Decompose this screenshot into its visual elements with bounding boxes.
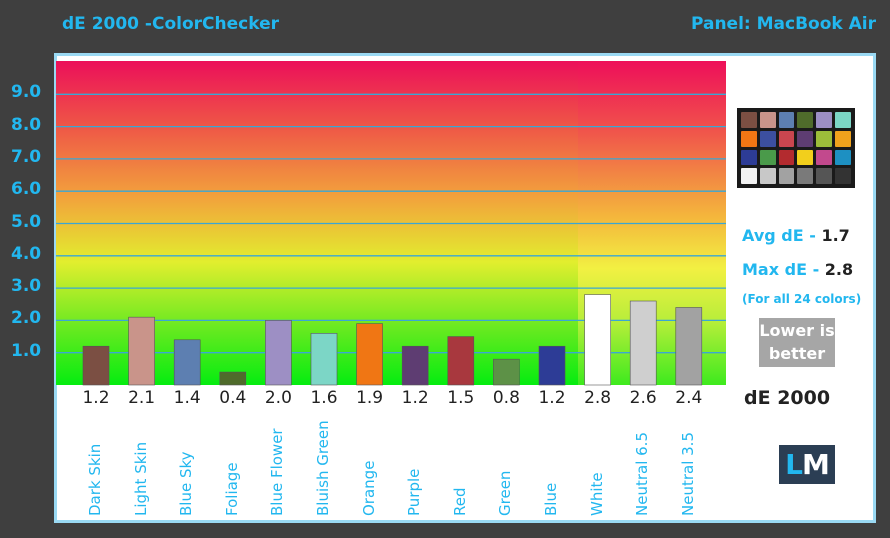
checker-swatch [741,168,757,184]
category-label: Light Skin [131,441,150,516]
category-label: Blue [542,482,560,516]
max-de-value: 2.8 [824,260,854,279]
checker-swatch [816,112,833,128]
panel-label: Panel: MacBook Air [690,14,876,34]
category-label: Foliage [222,462,241,516]
bar [265,320,292,386]
category-label: Green [496,470,515,516]
checker-swatch [797,112,814,128]
value-label: 1.2 [401,388,429,408]
colorchecker-icon [737,108,855,188]
checker-swatch [797,149,814,166]
checker-swatch [778,168,795,184]
y-tick-label: 3.0 [11,276,42,297]
bar [401,345,429,386]
max-de-label: Max dE - [742,260,820,279]
avg-de-value: 1.7 [821,226,850,245]
category-label: Bluish Green [314,420,332,516]
checker-swatch [759,149,776,166]
lower-line-2: better [768,344,826,363]
category-label: Neutral 3.5 [678,432,697,516]
value-label: 2.8 [584,388,612,408]
bar [538,345,566,386]
lower-is-better-badge: Lower is better [759,318,835,367]
bar [629,300,657,386]
checker-swatch [778,149,795,166]
value-label: 2.6 [629,388,657,408]
bar [675,307,703,386]
category-label: Neutral 6.5 [633,432,652,516]
checker-swatch [741,112,757,128]
bar [219,371,247,386]
value-label: 2.4 [675,388,703,408]
category-label: Dark Skin [86,443,104,516]
bar [356,323,383,386]
checker-swatch [797,168,814,184]
checker-swatch [741,130,757,147]
checker-swatch [816,149,833,166]
y-tick-label: 1.0 [11,340,42,361]
value-label: 1.9 [356,388,384,408]
bar [493,358,520,386]
category-label: Orange [359,460,378,516]
checker-swatch [759,112,776,128]
max-de-stat: Max dE - 2.8 [742,260,853,279]
bar [173,339,201,386]
avg-de-stat: Avg dE - 1.7 [742,226,850,245]
metric-label: dE 2000 [744,387,831,409]
bar [584,294,611,386]
y-tick-label: 5.0 [11,211,42,232]
y-tick-label: 9.0 [11,82,42,103]
value-label: 0.4 [219,388,247,408]
value-label: 1.2 [82,388,110,408]
value-label: 2.0 [264,388,292,408]
checker-swatch [816,168,833,184]
checker-swatch [759,168,776,184]
checker-swatch [835,112,851,128]
bar [128,316,155,386]
checker-swatch [759,130,776,147]
checker-swatch [741,149,757,166]
category-label: Blue Sky [177,451,196,516]
value-label: 1.6 [310,388,338,408]
category-label: Blue Flower [268,428,287,516]
checker-swatch [835,168,851,184]
value-label: 2.1 [128,388,156,408]
bars [82,294,703,386]
checker-swatch [778,130,795,147]
checker-swatch [816,130,833,147]
bar [310,333,338,386]
checker-swatch [778,112,795,128]
avg-de-label: Avg dE - [742,226,816,245]
category-label: Purple [405,468,424,516]
y-tick-label: 4.0 [11,243,42,264]
checker-swatch [835,130,851,147]
bar [447,336,475,386]
y-tick-label: 8.0 [11,114,42,135]
logo-letter-m: M [801,448,830,481]
value-label: 1.4 [173,388,201,408]
gridlines [56,93,726,354]
bar [82,345,110,386]
value-label: 0.8 [492,388,520,408]
y-tick-label: 7.0 [11,146,42,167]
y-tick-label: 6.0 [11,179,42,200]
chart-title: dE 2000 -ColorChecker [62,14,279,34]
logo-letter-l: L [785,448,803,481]
y-tick-label: 2.0 [11,308,42,329]
value-label: 1.2 [538,388,566,408]
category-label: Red [450,487,469,517]
colors-note: (For all 24 colors) [742,292,862,306]
value-label: 1.5 [447,388,475,408]
lower-line-1: Lower is [759,321,835,340]
checker-swatch [797,130,814,147]
checker-swatch [835,149,851,166]
category-label: White [587,472,606,516]
